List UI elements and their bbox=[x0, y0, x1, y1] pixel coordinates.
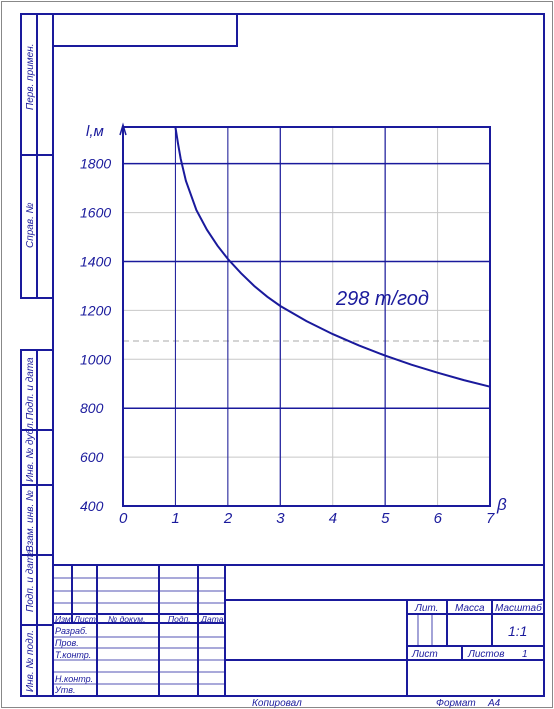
sheets-value: 1 bbox=[522, 649, 528, 660]
y-tick-label: 1400 bbox=[80, 253, 111, 269]
role-razrab: Разраб. bbox=[55, 626, 88, 636]
y-tick-label: 800 bbox=[80, 400, 104, 416]
drawing-frame bbox=[52, 13, 545, 697]
y-tick-label: 1600 bbox=[80, 205, 111, 221]
y-tick-labels: 400 600 800 1000 1200 1400 1600 1800 bbox=[80, 156, 111, 514]
side-label: Инв. № подл. bbox=[25, 630, 36, 692]
y-tick-label: 1200 bbox=[80, 302, 111, 318]
side-label: Подп. и дата bbox=[25, 357, 36, 420]
x-tick-label: 6 bbox=[434, 510, 443, 527]
scale-value: 1:1 bbox=[508, 623, 527, 639]
scale-label: Масштаб bbox=[495, 602, 542, 614]
title-block-thin-lines bbox=[53, 577, 433, 685]
sheets-label: Листов bbox=[467, 649, 504, 660]
x-tick-label: 0 bbox=[119, 510, 128, 527]
gridlines bbox=[123, 127, 490, 506]
mass-label: Масса bbox=[455, 603, 485, 614]
role-utv: Утв. bbox=[54, 685, 75, 695]
x-tick-label: 1 bbox=[171, 510, 179, 527]
col-date: Дата bbox=[200, 614, 224, 624]
side-label: Взам. инв. № bbox=[25, 490, 36, 552]
side-label: Инв. № дубл. bbox=[24, 421, 36, 483]
col-izm: Изм bbox=[55, 614, 71, 624]
title-block-text: Изм Лист № докум. Подп. Дата Разраб. Про… bbox=[54, 602, 542, 695]
side-stamp bbox=[20, 13, 54, 697]
format-value: A4 bbox=[487, 698, 501, 709]
x-tick-label: 4 bbox=[329, 510, 337, 527]
col-doc: № докум. bbox=[108, 614, 145, 624]
x-tick-label: 5 bbox=[381, 510, 390, 527]
side-label: Справ. № bbox=[25, 202, 36, 248]
x-tick-labels: 0 1 2 3 4 5 6 7 bbox=[119, 510, 495, 527]
series-line-298 bbox=[174, 126, 491, 388]
top-code-box bbox=[52, 13, 238, 47]
lit-label: Лит. bbox=[414, 603, 438, 614]
sheet-label: Лист bbox=[411, 649, 438, 660]
y-tick-label: 1000 bbox=[80, 351, 111, 367]
plot-frame bbox=[122, 126, 491, 507]
chart: 0 1 2 3 4 5 6 7 400 600 800 1000 1200 1400 1600 1800 l… bbox=[80, 122, 507, 527]
x-axis-label: β bbox=[496, 495, 507, 514]
x-tick-label: 3 bbox=[276, 510, 285, 527]
side-label: Перв. примен. bbox=[25, 44, 36, 110]
role-tkontr: Т.контр. bbox=[55, 650, 91, 660]
side-label: Подп. и дата bbox=[25, 549, 36, 612]
x-tick-label: 2 bbox=[223, 510, 233, 527]
side-labels: Перв. примен. Справ. № Подп. и дата Инв.… bbox=[24, 44, 36, 692]
x-tick-label: 7 bbox=[486, 510, 495, 527]
role-prov: Пров. bbox=[55, 638, 79, 648]
copied-label: Копировал bbox=[252, 698, 302, 709]
col-list: Лист bbox=[73, 614, 96, 624]
y-tick-label: 400 bbox=[80, 498, 104, 514]
role-nkontr: Н.контр. bbox=[55, 674, 93, 684]
y-tick-label: 600 bbox=[80, 449, 104, 465]
y-axis-arrow bbox=[119, 122, 127, 136]
format-label: Формат bbox=[436, 698, 476, 709]
y-tick-label: 1800 bbox=[80, 156, 111, 172]
curve-annotation: 298 т/год bbox=[335, 288, 429, 310]
y-axis-label: l,м bbox=[86, 123, 104, 140]
title-block bbox=[52, 564, 545, 697]
major-gridlines bbox=[123, 127, 490, 506]
col-sign: Подп. bbox=[168, 614, 191, 624]
